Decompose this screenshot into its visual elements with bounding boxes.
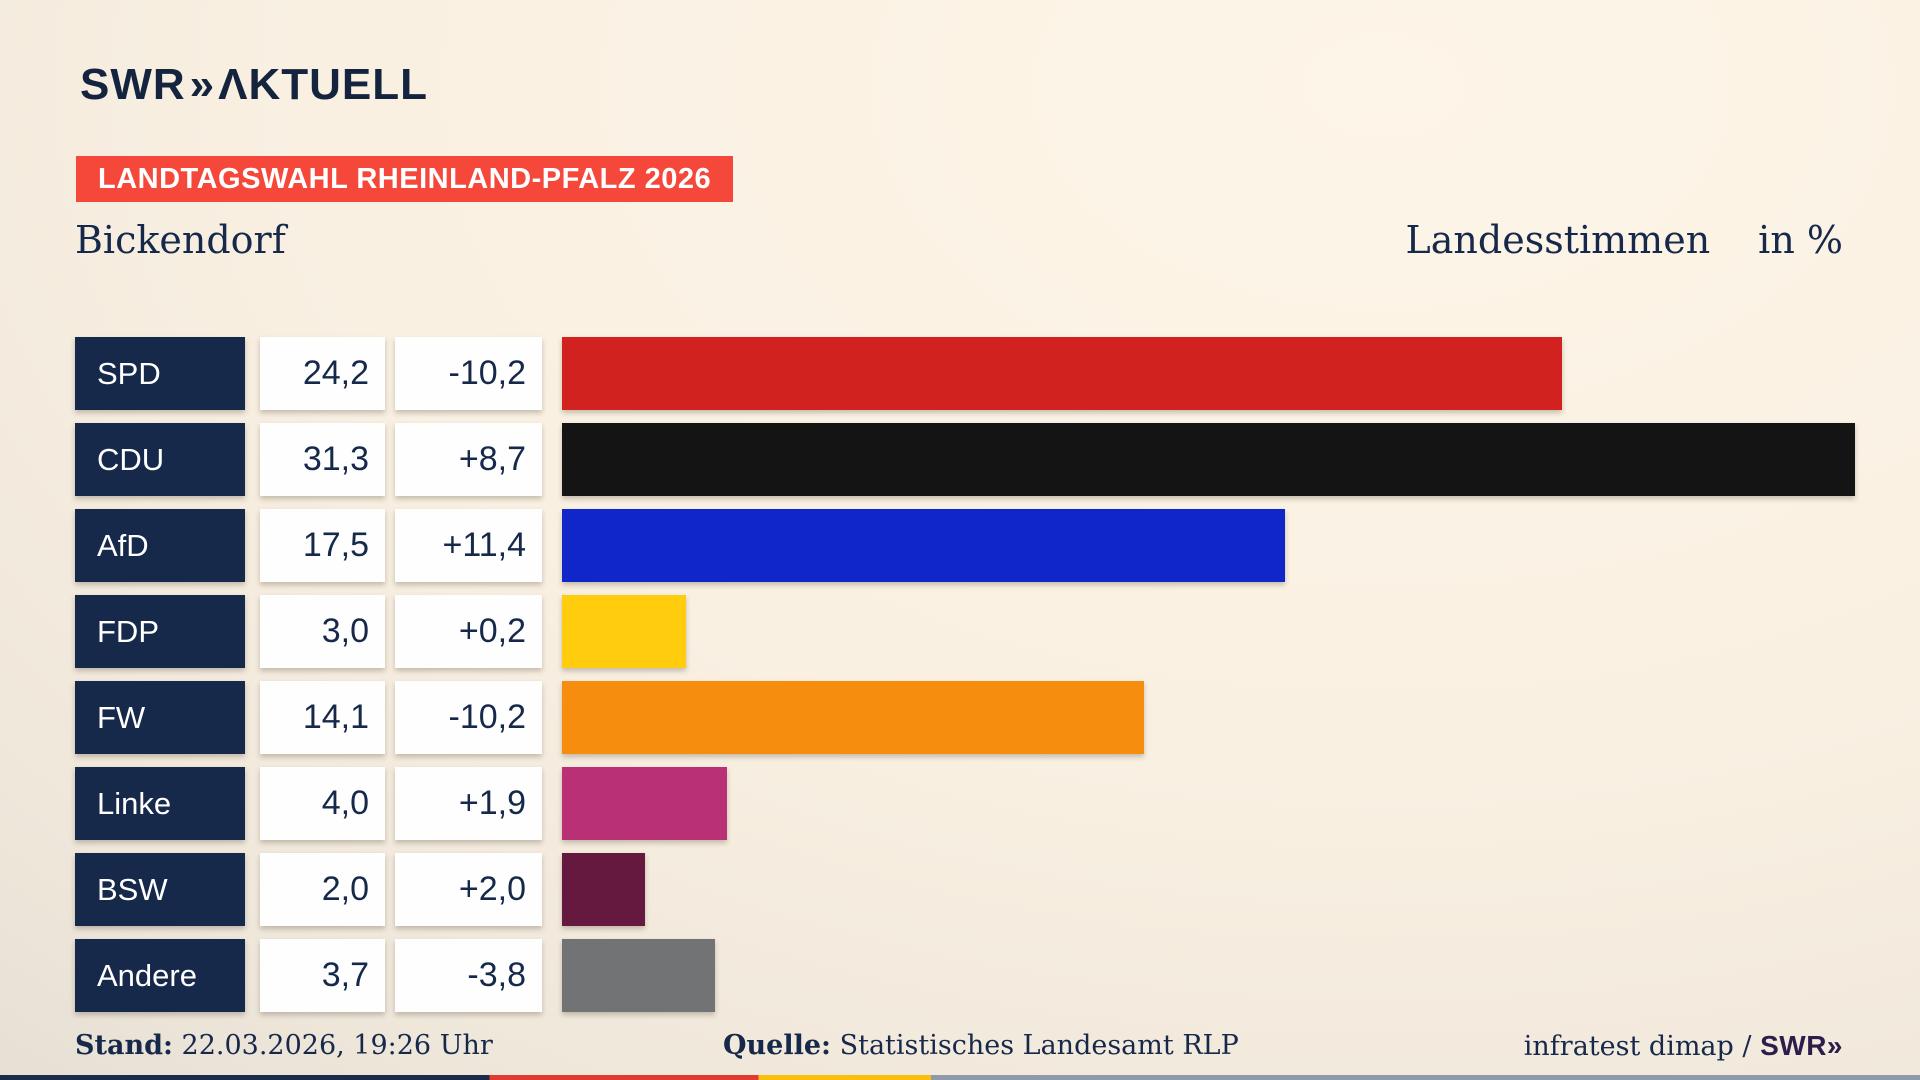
result-value-cell: 31,3 xyxy=(260,423,385,496)
result-bar xyxy=(562,337,1562,410)
change-value-cell: -10,2 xyxy=(395,337,542,410)
result-value-cell: 3,7 xyxy=(260,939,385,1012)
result-value-cell: 14,1 xyxy=(260,681,385,754)
source-label: Quelle: xyxy=(723,1030,831,1061)
party-label-cell: FDP xyxy=(75,595,245,668)
municipality-title: Bickendorf xyxy=(75,218,286,262)
change-value-cell: -3,8 xyxy=(395,939,542,1012)
change-value-cell: +1,9 xyxy=(395,767,542,840)
unit-label: in % xyxy=(1758,218,1843,262)
table-row: AfD 17,5 +11,4 xyxy=(0,509,1920,582)
table-row: Linke 4,0 +1,9 xyxy=(0,767,1920,840)
party-label-cell: Linke xyxy=(75,767,245,840)
vote-type-title: Landesstimmen in % xyxy=(1406,218,1843,262)
chevrons-icon: » xyxy=(189,60,215,109)
source-value: Statistisches Landesamt RLP xyxy=(839,1030,1239,1061)
results-table: SPD 24,2 -10,2 CDU 31,3 +8,7 AfD 17,5 +1… xyxy=(0,337,1920,1025)
change-value-cell: +11,4 xyxy=(395,509,542,582)
change-value-cell: -10,2 xyxy=(395,681,542,754)
stand-value: 22.03.2026, 19:26 Uhr xyxy=(181,1030,493,1061)
change-value-cell: +8,7 xyxy=(395,423,542,496)
table-row: FDP 3,0 +0,2 xyxy=(0,595,1920,668)
result-bar xyxy=(562,509,1285,582)
table-row: CDU 31,3 +8,7 xyxy=(0,423,1920,496)
vote-type-label: Landesstimmen xyxy=(1405,218,1711,262)
election-badge: LANDTAGSWAHL RHEINLAND-PFALZ 2026 xyxy=(76,156,734,202)
source-note: Quelle: Statistisches Landesamt RLP xyxy=(723,1030,1239,1061)
change-value-cell: +2,0 xyxy=(395,853,542,926)
party-label-cell: SPD xyxy=(75,337,245,410)
result-value-cell: 2,0 xyxy=(260,853,385,926)
credit-note: infratest dimap / SWR» xyxy=(1524,1030,1843,1062)
result-value-cell: 4,0 xyxy=(260,767,385,840)
table-row: BSW 2,0 +2,0 xyxy=(0,853,1920,926)
result-bar xyxy=(562,423,1855,496)
swr-chevron-logo: SWR» xyxy=(1760,1030,1843,1061)
stand-label: Stand: xyxy=(75,1030,173,1061)
logo-aktuell-text: ΛKTUELL xyxy=(218,60,429,109)
result-bar xyxy=(562,767,727,840)
result-bar xyxy=(562,595,686,668)
result-bar xyxy=(562,681,1144,754)
stand-timestamp: Stand: 22.03.2026, 19:26 Uhr xyxy=(75,1030,493,1061)
swr-aktuell-logo: SWR» ΛKTUELL xyxy=(80,60,428,110)
change-value-cell: +0,2 xyxy=(395,595,542,668)
party-label-cell: AfD xyxy=(75,509,245,582)
table-row: SPD 24,2 -10,2 xyxy=(0,337,1920,410)
result-value-cell: 24,2 xyxy=(260,337,385,410)
party-label-cell: BSW xyxy=(75,853,245,926)
party-color-stripe xyxy=(0,1075,1920,1080)
result-value-cell: 17,5 xyxy=(260,509,385,582)
credit-text: infratest dimap / xyxy=(1523,1031,1752,1062)
table-row: FW 14,1 -10,2 xyxy=(0,681,1920,754)
result-bar xyxy=(562,939,715,1012)
title-row: Bickendorf Landesstimmen in % xyxy=(75,218,1843,262)
table-row: Andere 3,7 -3,8 xyxy=(0,939,1920,1012)
result-bar xyxy=(562,853,645,926)
party-label-cell: Andere xyxy=(75,939,245,1012)
result-value-cell: 3,0 xyxy=(260,595,385,668)
logo-swr-text: SWR xyxy=(80,60,186,109)
party-label-cell: CDU xyxy=(75,423,245,496)
party-label-cell: FW xyxy=(75,681,245,754)
